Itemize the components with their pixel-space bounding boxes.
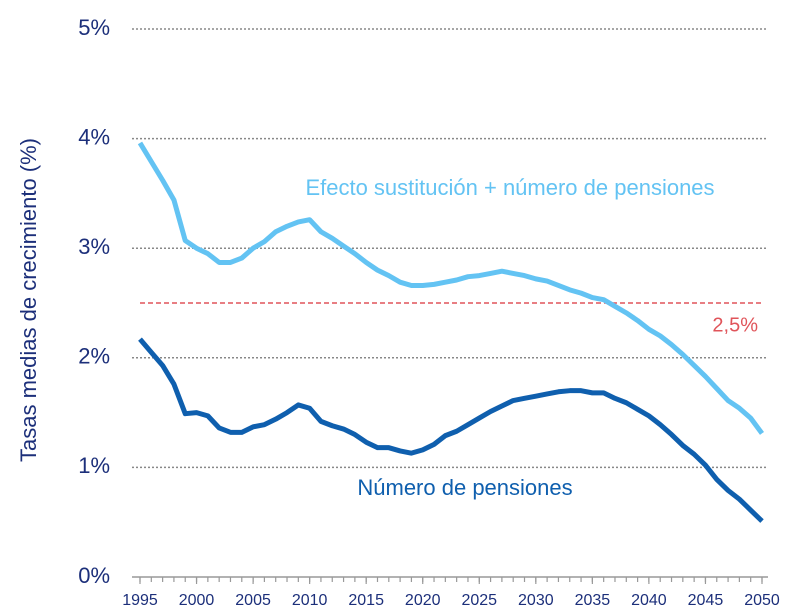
x-tick-label: 2000 <box>179 592 215 609</box>
y-axis-label: Tasas medias de crecimiento (%) <box>16 138 41 462</box>
x-tick-label: 1995 <box>122 592 158 609</box>
x-tick-label: 2025 <box>461 592 497 609</box>
x-tick-label: 2020 <box>405 592 441 609</box>
y-tick-label: 5% <box>78 15 110 40</box>
y-tick-label: 2% <box>78 344 110 369</box>
x-tick-label: 2005 <box>235 592 271 609</box>
series-line <box>138 337 764 523</box>
series-line <box>137 141 765 435</box>
x-tick-label: 2045 <box>688 592 724 609</box>
x-tick-label: 2030 <box>518 592 554 609</box>
y-tick-label: 4% <box>78 124 110 149</box>
x-tick-label: 2040 <box>631 592 667 609</box>
series-label: Número de pensiones <box>357 475 572 500</box>
y-tick-label: 3% <box>78 234 110 259</box>
x-tick-label: 2050 <box>744 592 780 609</box>
series-label: Efecto sustitución + número de pensiones <box>305 175 714 200</box>
y-tick-label: 1% <box>78 453 110 478</box>
x-tick-label: 2010 <box>292 592 328 609</box>
x-tick-label: 2035 <box>575 592 611 609</box>
reference-label: 2,5% <box>712 314 758 336</box>
x-tick-label: 2015 <box>348 592 384 609</box>
y-tick-label: 0% <box>78 563 110 588</box>
